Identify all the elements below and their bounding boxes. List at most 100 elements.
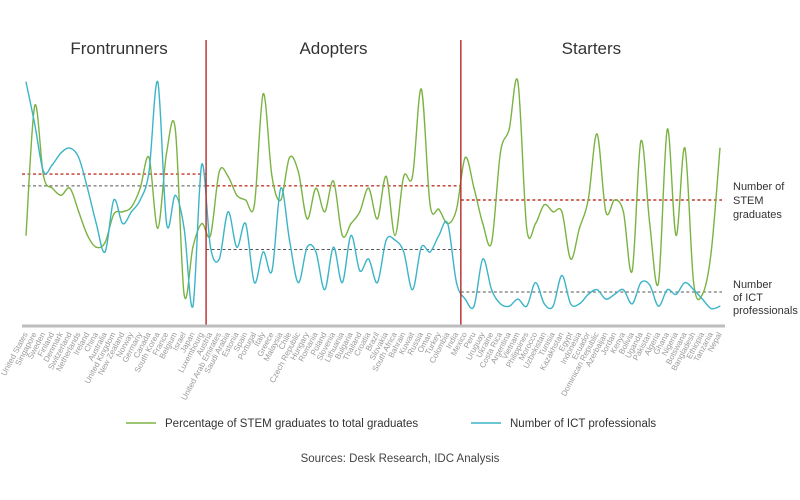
ict-point-26: [253, 281, 256, 284]
ict-point-68: [622, 288, 625, 291]
ict-point-1: [33, 123, 36, 126]
ict-point-77: [701, 298, 704, 301]
ict-point-9: [104, 251, 106, 253]
ict-point-6: [77, 156, 80, 159]
ict-point-20: [200, 163, 203, 166]
stem-point-52: [481, 222, 484, 225]
stem-point-55: [508, 128, 511, 131]
stem-point-29: [279, 199, 282, 201]
ict-point-79: [719, 305, 721, 308]
stem-point-28: [271, 175, 273, 178]
stem-point-79: [719, 147, 721, 149]
stem-point-30: [288, 156, 291, 159]
stem-point-75: [683, 147, 686, 149]
ict-point-40: [376, 281, 379, 284]
group-title-adopters: Adopters: [299, 39, 367, 58]
ict-point-30: [288, 239, 291, 242]
stem-point-67: [613, 199, 616, 201]
ict-point-51: [473, 305, 475, 308]
ict-point-32: [306, 246, 309, 249]
stem-point-16: [165, 151, 168, 154]
ict-point-36: [341, 281, 344, 284]
stem-point-7: [86, 234, 89, 237]
stem-point-34: [323, 210, 326, 213]
ict-point-34: [323, 288, 326, 291]
stem-point-22: [218, 170, 221, 173]
ict-point-12: [130, 210, 133, 213]
ict-point-16: [165, 222, 168, 225]
ict-point-44: [411, 288, 414, 291]
stem-point-46: [429, 203, 432, 206]
ict-point-70: [640, 281, 642, 284]
stem-point-38: [358, 210, 361, 213]
ict-point-2: [42, 170, 45, 173]
stem-point-54: [499, 151, 502, 154]
stem-point-51: [473, 187, 475, 190]
stem-point-3: [51, 187, 54, 190]
ict-point-19: [192, 305, 194, 308]
ict-point-54: [499, 302, 502, 305]
ict-point-58: [534, 281, 537, 284]
ict-point-7: [86, 187, 89, 190]
stem-point-0: [25, 234, 27, 237]
reference-labels: Number of STEM graduates Number of ICT profes…: [733, 181, 798, 317]
stem-point-53: [490, 241, 493, 244]
ict-point-27: [262, 251, 265, 253]
ict-point-72: [657, 305, 660, 308]
stem-point-58: [534, 222, 537, 225]
stem-point-59: [543, 203, 546, 206]
stem-point-42: [394, 234, 396, 237]
stem-point-10: [112, 213, 115, 216]
ict-series: [25, 80, 721, 310]
stem-reference-label: Number of STEM graduates: [733, 181, 785, 221]
ict-point-50: [464, 298, 467, 301]
ict-point-14: [148, 170, 150, 173]
ict-point-47: [437, 234, 440, 237]
ict-point-66: [604, 298, 607, 301]
ict-point-22: [218, 258, 221, 260]
ict-point-43: [402, 251, 405, 253]
stem-point-24: [235, 194, 238, 197]
ict-point-41: [385, 239, 388, 242]
ict-point-28: [271, 269, 273, 272]
stem-point-74: [675, 234, 677, 237]
stem-point-19: [192, 246, 194, 249]
stem-series: [25, 78, 721, 301]
ict-point-33: [314, 251, 317, 253]
stem-point-69: [631, 269, 634, 272]
ict-point-37: [350, 234, 352, 237]
stem-point-40: [376, 217, 379, 220]
ict-reference-label: Number of ICT professionals: [733, 279, 798, 317]
reference-lines: [22, 173, 722, 293]
stem-point-64: [587, 199, 590, 201]
stem-point-76: [692, 281, 695, 284]
ict-point-23: [227, 210, 229, 213]
ict-point-11: [121, 222, 124, 225]
stem-point-26: [253, 203, 256, 206]
stem-point-17: [174, 128, 177, 131]
ict-point-29: [279, 187, 282, 190]
ict-point-52: [481, 258, 484, 260]
group-labels: Frontrunners Adopters Starters: [70, 39, 621, 58]
stem-point-25: [244, 199, 247, 201]
legend-stem-label: Percentage of STEM graduates to total gr…: [165, 418, 418, 430]
ict-point-18: [183, 227, 186, 230]
stem-point-1: [33, 104, 36, 107]
ict-point-55: [508, 305, 511, 308]
ict-point-69: [631, 302, 634, 305]
stem-point-15: [156, 227, 159, 230]
stem-point-71: [648, 222, 651, 225]
ict-point-65: [596, 288, 598, 291]
ict-point-17: [174, 194, 177, 197]
stem-point-12: [130, 206, 133, 208]
stem-point-68: [622, 210, 625, 213]
group-title-starters: Starters: [562, 39, 622, 58]
ict-point-25: [244, 222, 247, 225]
stem-point-37: [350, 222, 352, 225]
ict-point-73: [666, 288, 669, 291]
stem-point-78: [710, 251, 713, 253]
stem-point-20: [200, 222, 203, 225]
stem-point-39: [367, 187, 370, 190]
stem-point-14: [148, 156, 150, 159]
